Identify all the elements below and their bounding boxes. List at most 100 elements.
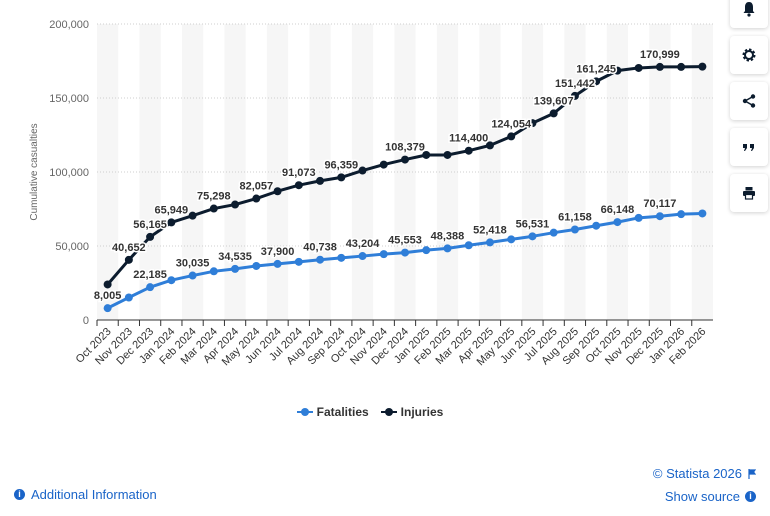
data-point-fatalities (124, 293, 133, 302)
data-point-fatalities (273, 259, 282, 268)
data-label-fatalities: 30,035 (176, 258, 210, 270)
data-point-fatalities (294, 257, 303, 266)
data-label-fatalities: 43,204 (346, 238, 381, 250)
data-point-injuries (379, 160, 388, 169)
data-point-fatalities (252, 261, 261, 270)
y-axis: 0 50,000 100,000 150,000 200,000 Cumulative c… (29, 19, 89, 327)
data-point-injuries (188, 211, 197, 220)
data-label-fatalities: 70,117 (643, 198, 676, 210)
chart-toolbar (728, 0, 770, 220)
data-label-injuries: 139,607 (534, 95, 574, 107)
data-label-fatalities: 52,418 (473, 224, 507, 236)
data-label-injuries: 161,245 (576, 63, 616, 75)
cite-button[interactable] (730, 128, 768, 166)
data-label-fatalities: 45,553 (388, 235, 422, 247)
background-band (139, 24, 161, 320)
data-point-injuries (103, 280, 112, 289)
legend-label-injuries: Injuries (400, 405, 444, 419)
data-point-injuries (655, 62, 664, 71)
background-band (479, 24, 501, 320)
chart-data-labels: 8,005 22,185 30,035 34,535 37,900 40,738 43,20… (92, 47, 681, 303)
data-label-injuries: 65,949 (155, 204, 189, 216)
data-point-injuries (209, 204, 218, 213)
data-label-injuries: 40,652 (112, 242, 146, 254)
data-point-injuries (252, 194, 261, 203)
additional-information-link[interactable]: i Additional Information (14, 487, 157, 502)
data-label-fatalities: 37,900 (261, 246, 295, 258)
data-label-injuries: 56,165 (133, 219, 167, 231)
data-point-injuries (358, 166, 367, 175)
share-icon (742, 94, 756, 108)
settings-button[interactable] (730, 36, 768, 74)
print-button[interactable] (730, 174, 768, 212)
data-point-injuries (422, 150, 431, 159)
bell-icon (743, 2, 755, 17)
data-point-fatalities (209, 267, 218, 276)
data-point-fatalities (655, 212, 664, 221)
data-point-injuries (549, 109, 558, 118)
background-band (394, 24, 416, 320)
show-source-link[interactable]: Show source i (653, 489, 756, 504)
gear-icon (742, 48, 756, 62)
y-tick-label: 100,000 (49, 167, 89, 179)
line-chart: 0 50,000 100,000 150,000 200,000 Cumulative c… (29, 19, 713, 368)
data-label-fatalities: 40,738 (303, 242, 337, 254)
legend-symbol-injuries (380, 407, 397, 417)
data-point-fatalities (167, 276, 176, 285)
copyright-line[interactable]: © Statista 2026 (653, 466, 756, 481)
legend-symbol-fatalities (296, 407, 313, 417)
data-label-fatalities: 56,531 (516, 218, 550, 230)
flag-icon (748, 468, 756, 479)
data-point-injuries (570, 91, 579, 100)
legend-item-injuries[interactable]: Injuries (380, 405, 444, 419)
data-point-injuries (146, 232, 155, 241)
data-point-fatalities (379, 250, 388, 259)
copyright-text: © Statista 2026 (652, 466, 742, 481)
chart-gridlines (97, 23, 713, 321)
data-point-fatalities (528, 232, 537, 241)
data-point-fatalities (634, 213, 643, 222)
data-point-injuries (231, 200, 240, 209)
data-label-injuries: 124,054 (491, 118, 532, 130)
data-point-fatalities (677, 210, 686, 219)
print-icon (743, 187, 755, 200)
data-point-injuries (273, 187, 282, 196)
data-point-fatalities (146, 283, 155, 292)
data-point-injuries (124, 255, 133, 264)
data-point-fatalities (422, 246, 431, 255)
footer-credits: © Statista 2026 Show source i (653, 466, 756, 504)
data-point-fatalities (507, 235, 516, 244)
data-point-injuries (698, 62, 707, 71)
data-label-injuries: 108,379 (385, 142, 425, 154)
data-label-injuries: 170,999 (640, 49, 680, 61)
data-point-injuries (337, 173, 346, 182)
show-source-label: Show source (664, 489, 740, 504)
data-label-injuries: 114,400 (449, 133, 488, 145)
y-tick-label: 0 (83, 315, 89, 327)
background-band (649, 24, 671, 320)
chart-legend: Fatalities Injuries (0, 405, 740, 419)
data-point-fatalities (231, 264, 240, 273)
legend-item-fatalities[interactable]: Fatalities (296, 405, 369, 419)
data-point-injuries (592, 77, 601, 86)
additional-information-label: Additional Information (31, 487, 157, 502)
data-point-fatalities (103, 304, 112, 313)
data-point-fatalities (188, 271, 197, 280)
data-label-fatalities: 66,148 (601, 204, 635, 216)
y-tick-label: 200,000 (49, 19, 89, 31)
data-label-fatalities: 34,535 (218, 251, 252, 263)
y-tick-label: 50,000 (55, 241, 89, 253)
share-button[interactable] (730, 82, 768, 120)
data-label-fatalities: 8,005 (94, 290, 122, 302)
data-label-injuries: 151,442 (555, 78, 595, 90)
data-label-injuries: 82,057 (239, 181, 273, 193)
notification-button[interactable] (730, 0, 768, 28)
quote-icon (743, 144, 754, 151)
data-label-fatalities: 48,388 (431, 230, 465, 242)
legend-label-fatalities: Fatalities (316, 405, 369, 419)
info-icon: i (745, 491, 756, 502)
chart-series (103, 62, 707, 313)
data-point-injuries (677, 62, 686, 71)
data-point-fatalities (358, 252, 367, 261)
